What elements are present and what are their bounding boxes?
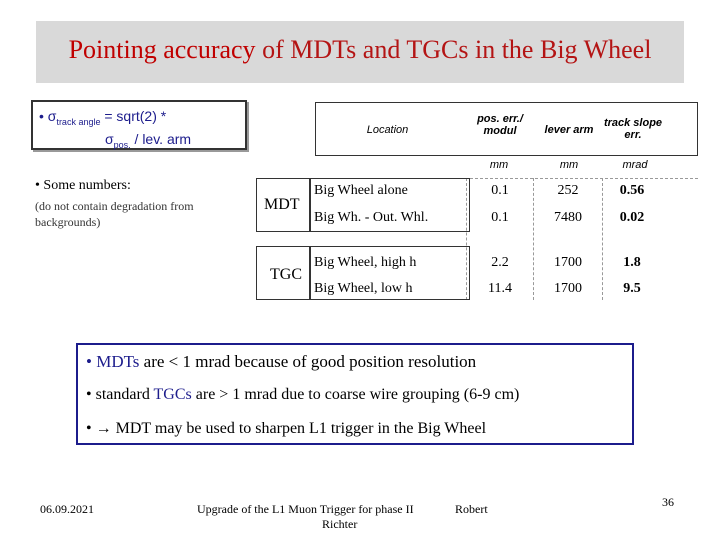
- formula-rest-2: / lev. arm: [130, 131, 192, 147]
- row-location: Big Wheel alone: [314, 183, 408, 198]
- row-pos-err: 2.2: [491, 255, 509, 270]
- row-location: Big Wh. - Out. Whl.: [314, 210, 429, 225]
- title-rest: of MDTs and TGCs in the Big Wheel: [255, 35, 652, 64]
- summary-tgcs: TGCs: [153, 386, 192, 403]
- formula-sub-2: pos.: [113, 139, 131, 150]
- row-location: Big Wheel, low h: [314, 281, 413, 296]
- numbers-section: • Some numbers: (do not contain degradat…: [35, 178, 235, 230]
- numbers-note: (do not contain degradation from backgro…: [35, 199, 194, 229]
- title-highlight: Pointing accuracy: [68, 35, 256, 64]
- summary-box: • MDTs are < 1 mrad because of good posi…: [76, 343, 634, 445]
- formula-line-1: • σtrack angle = sqrt(2) *: [39, 108, 167, 127]
- column-separator-2: [533, 178, 534, 300]
- summary-bullet-3: • → MDT may be used to sharpen L1 trigge…: [86, 420, 487, 437]
- row-lever-arm: 252: [557, 183, 579, 198]
- bullet-dot: •: [86, 352, 97, 371]
- summary-text-3: MDT may be used to sharpen L1 trigger in…: [111, 420, 487, 437]
- tgc-rows-box: [310, 246, 470, 300]
- slide-title: Pointing accuracy of MDTs and TGCs in th…: [36, 35, 684, 65]
- footer-author-2: Richter: [322, 517, 358, 531]
- mdt-rows-box: [310, 178, 470, 232]
- formula-sub-1: track angle: [56, 116, 101, 127]
- header-lever-arm: lever arm: [544, 124, 594, 136]
- row-lever-arm: 7480: [554, 210, 582, 225]
- page-number: 36: [662, 495, 674, 509]
- header-location: Location: [366, 124, 409, 136]
- table-header: [315, 102, 698, 156]
- row-pos-err: 0.1: [491, 210, 509, 225]
- row-slope-err: 0.56: [619, 183, 645, 198]
- tgc-label-box: [256, 246, 310, 300]
- footer-center: Upgrade of the L1 Muon Trigger for phase…: [197, 502, 414, 516]
- footer-author: Robert: [455, 502, 488, 516]
- unit-pos-err: mm: [489, 159, 509, 171]
- formula-line-2: σpos. / lev. arm: [105, 131, 191, 150]
- footer-date: 06.09.2021: [40, 502, 94, 516]
- summary-bullet-2: • standard TGCs are > 1 mrad due to coar…: [86, 386, 520, 403]
- formula-box: • σtrack angle = sqrt(2) * σpos. / lev. …: [31, 100, 247, 150]
- row-lever-arm: 1700: [554, 281, 582, 296]
- numbers-heading-text: Some numbers:: [43, 178, 131, 193]
- summary-text-2: are > 1 mrad due to coarse wire grouping…: [191, 386, 520, 403]
- mdt-label-box: [256, 178, 310, 232]
- sigma-symbol: σ: [47, 108, 57, 124]
- unit-lever-arm: mm: [559, 159, 579, 171]
- row-pos-err: 11.4: [488, 281, 512, 296]
- title-bar: Pointing accuracy of MDTs and TGCs in th…: [36, 21, 684, 83]
- unit-track-slope: mrad: [622, 159, 648, 171]
- row-slope-err: 0.02: [619, 210, 645, 225]
- sigma-symbol-2: σ: [105, 131, 114, 147]
- header-pos-err: pos. err./ modul: [477, 113, 523, 137]
- row-location: Big Wheel, high h: [314, 255, 417, 270]
- header-track-slope: track slope err.: [603, 117, 663, 141]
- row-slope-err: 9.5: [623, 281, 641, 296]
- column-separator-1: [466, 178, 467, 300]
- row-pos-err: 0.1: [491, 183, 509, 198]
- row-slope-err: 1.8: [623, 255, 641, 270]
- arrow-right-icon: →: [95, 420, 112, 437]
- table-separator: [315, 178, 698, 179]
- row-lever-arm: 1700: [554, 255, 582, 270]
- mdt-label: MDT: [264, 196, 300, 213]
- summary-bullet-1: • MDTs are < 1 mrad because of good posi…: [86, 352, 476, 372]
- summary-mdts: MDTs: [96, 352, 140, 371]
- summary-text-1: are < 1 mrad because of good position re…: [139, 352, 477, 371]
- tgc-label: TGC: [270, 266, 302, 283]
- numbers-heading: • Some numbers:: [35, 178, 131, 193]
- formula-rest-1: = sqrt(2) *: [100, 108, 167, 124]
- summary-pre-2: standard: [95, 386, 154, 403]
- column-separator-3: [602, 178, 603, 300]
